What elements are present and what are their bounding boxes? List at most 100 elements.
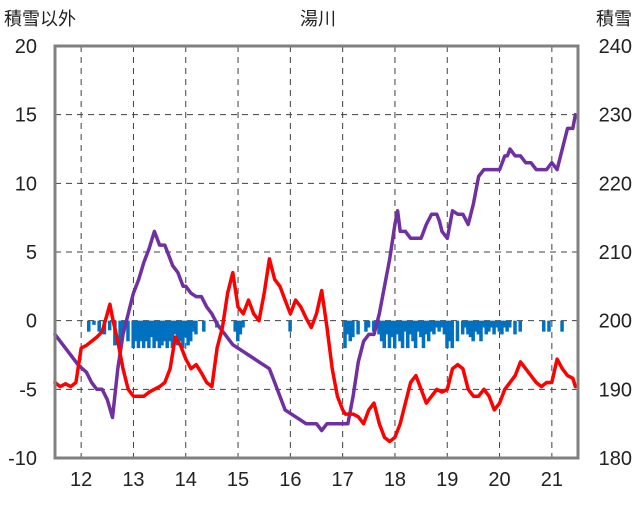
bar xyxy=(479,320,483,342)
bar xyxy=(345,320,350,335)
bar xyxy=(434,320,439,328)
bar xyxy=(476,320,481,335)
bar xyxy=(502,320,507,328)
bar xyxy=(154,320,159,342)
x-tick-label: 20 xyxy=(488,469,510,491)
bar xyxy=(241,320,245,328)
bar xyxy=(160,320,164,346)
bar xyxy=(411,320,415,342)
bar xyxy=(440,320,444,328)
bar xyxy=(238,320,243,335)
bar xyxy=(442,320,447,335)
bar xyxy=(288,320,292,332)
bar xyxy=(403,320,407,332)
bar xyxy=(474,320,478,332)
bar xyxy=(421,320,426,349)
x-tick-label: 17 xyxy=(332,469,354,491)
bar xyxy=(186,320,190,346)
right-tick-label: 180 xyxy=(599,448,632,470)
bar xyxy=(494,320,499,328)
bar xyxy=(131,320,135,349)
bar xyxy=(165,320,169,349)
bar xyxy=(445,320,449,349)
bar xyxy=(505,320,509,332)
bar xyxy=(419,320,423,338)
bar xyxy=(463,320,468,328)
bar xyxy=(460,320,465,335)
x-tick-label: 13 xyxy=(122,469,144,491)
left-tick-label: 10 xyxy=(15,173,37,195)
bar xyxy=(173,320,177,335)
bar xyxy=(542,320,546,332)
left-axis-label: 積雪以外 xyxy=(4,9,76,29)
x-tick-label: 18 xyxy=(384,469,406,491)
bar xyxy=(188,320,193,342)
right-axis-label: 積雪 xyxy=(596,9,632,29)
bar xyxy=(398,320,402,342)
bar xyxy=(139,320,143,342)
bar xyxy=(149,320,154,338)
bar xyxy=(152,320,156,349)
bar xyxy=(351,320,355,338)
bar xyxy=(175,320,180,346)
bar xyxy=(400,320,405,349)
right-axis-ticks: 240 230 220 210 200 190 180 xyxy=(599,36,632,470)
bar xyxy=(429,320,434,332)
bar xyxy=(144,320,149,342)
bar xyxy=(168,320,172,342)
bar xyxy=(162,320,167,342)
bar xyxy=(413,320,418,349)
bar xyxy=(236,320,240,342)
left-tick-label: 0 xyxy=(26,311,37,333)
plot-frame xyxy=(53,44,580,460)
bar xyxy=(178,320,183,342)
bar xyxy=(497,320,502,332)
bar-series xyxy=(86,320,564,349)
x-tick-label: 15 xyxy=(227,469,249,491)
bar xyxy=(471,320,475,342)
bar xyxy=(455,320,460,342)
bar xyxy=(92,320,96,325)
right-tick-label: 190 xyxy=(599,379,632,401)
bar xyxy=(508,320,512,328)
bar xyxy=(118,320,122,349)
bar xyxy=(408,320,413,335)
bar xyxy=(343,320,347,349)
right-tick-label: 240 xyxy=(599,36,632,58)
bar xyxy=(379,320,384,342)
left-tick-label: 20 xyxy=(15,36,37,58)
x-tick-label: 19 xyxy=(436,469,458,491)
bar xyxy=(364,320,368,332)
bar xyxy=(432,320,436,335)
bar xyxy=(157,320,162,349)
left-tick-label: -5 xyxy=(19,379,37,401)
bar xyxy=(547,320,551,332)
bar xyxy=(97,320,101,332)
bar xyxy=(481,320,486,328)
right-tick-label: 230 xyxy=(599,105,632,127)
bar xyxy=(372,320,376,332)
left-tick-label: 15 xyxy=(15,105,37,127)
bar xyxy=(107,320,112,331)
bar xyxy=(233,320,237,332)
left-axis-ticks: 20 15 10 5 0 -5 -10 xyxy=(8,36,37,470)
bar xyxy=(392,320,397,349)
x-tick-label: 14 xyxy=(175,469,197,491)
bar xyxy=(191,320,196,332)
bar xyxy=(136,320,141,349)
x-tick-label: 16 xyxy=(279,469,301,491)
bar xyxy=(489,320,494,328)
series-line xyxy=(53,112,578,433)
bar xyxy=(395,320,400,335)
bar xyxy=(356,320,360,335)
left-tick-label: -10 xyxy=(8,448,37,470)
bar xyxy=(437,320,441,332)
bar xyxy=(348,320,352,342)
bar xyxy=(484,320,488,335)
bar xyxy=(390,320,394,338)
bar xyxy=(406,320,410,349)
bar xyxy=(86,320,91,332)
left-tick-label: 5 xyxy=(26,242,37,264)
bar xyxy=(366,320,371,328)
